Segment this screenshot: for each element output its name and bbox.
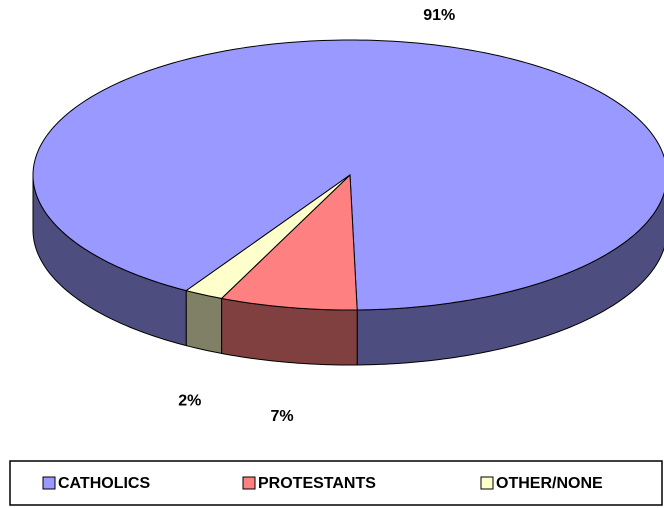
data-label: 2% <box>178 393 201 410</box>
pie-slice <box>220 173 358 311</box>
data-label: 91% <box>423 7 455 24</box>
pie-slice <box>32 39 664 311</box>
legend-swatch <box>242 476 256 490</box>
legend-label: PROTESTANTS <box>258 475 376 492</box>
pie-side <box>185 289 223 355</box>
legend-label: OTHER/NONE <box>496 475 603 492</box>
legend-box <box>9 460 663 506</box>
pie-slice <box>185 174 351 299</box>
data-label: 7% <box>270 408 293 425</box>
legend-swatch <box>480 476 494 490</box>
legend-label: CATHOLICS <box>58 475 150 492</box>
legend-swatch <box>42 476 56 490</box>
